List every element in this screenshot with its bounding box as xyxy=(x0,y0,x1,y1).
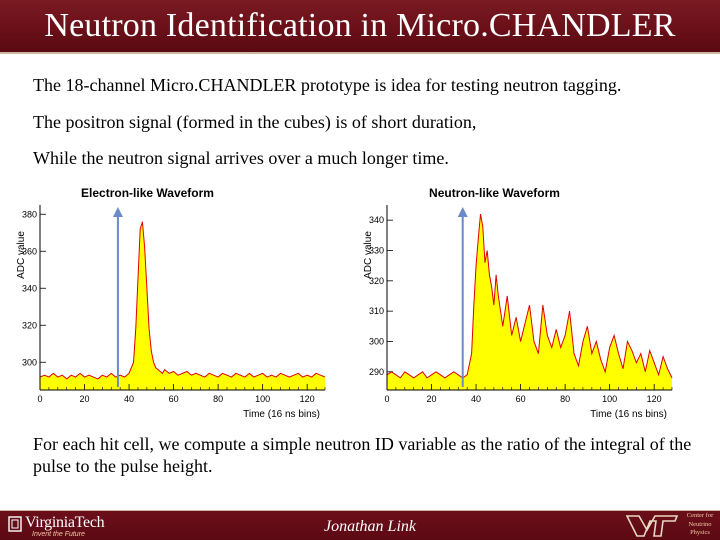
neutron-waveform-chart: Neutron-like Waveform ADC value Time (16 n… xyxy=(362,183,682,420)
y-tick-label: 360 xyxy=(22,246,37,256)
y-tick-label: 340 xyxy=(369,215,384,225)
y-tick-label: 320 xyxy=(22,320,37,330)
waveform-line xyxy=(39,221,326,380)
vt-shield-icon xyxy=(8,516,22,532)
y-tick-label: 290 xyxy=(369,367,384,377)
title-bar: Neutron Identification in Micro.CHANDLER xyxy=(0,0,720,54)
bottom-paragraph: For each hit cell, we compute a simple n… xyxy=(33,434,692,476)
presenter-name: Jonathan Link xyxy=(324,518,416,535)
x-tick-label: 100 xyxy=(255,394,270,404)
waveform-line xyxy=(386,214,673,379)
electron-waveform-plot: Electron-like Waveform ADC value Time (16 … xyxy=(16,186,326,420)
slide-title: Neutron Identification in Micro.CHANDLER xyxy=(44,7,676,44)
x-tick-label: 40 xyxy=(124,394,134,404)
vt-monogram-logo xyxy=(625,515,679,537)
center-line-1: Center for xyxy=(686,512,714,519)
x-tick-label: 20 xyxy=(80,394,90,404)
paragraph-1: The 18-channel Micro.CHANDLER prototype … xyxy=(33,75,622,95)
center-line-2: Neutrino xyxy=(688,520,712,528)
electron-waveform-chart: Electron-like Waveform ADC value Time (16 … xyxy=(15,183,335,420)
neutron-waveform-plot: Neutron-like Waveform ADC value Time (16 n… xyxy=(363,186,673,420)
university-name: VirginiaTech xyxy=(25,514,105,531)
y-axis-label: ADC value xyxy=(363,231,374,279)
x-tick-label: 120 xyxy=(647,394,662,404)
virginia-tech-logo: VirginiaTech Invent the Future xyxy=(8,514,123,540)
x-axis-label: Time (16 ns bins) xyxy=(590,409,667,420)
x-tick-label: 0 xyxy=(384,394,389,404)
x-tick-label: 0 xyxy=(37,394,42,404)
x-tick-label: 120 xyxy=(300,394,315,404)
x-tick-label: 80 xyxy=(560,394,570,404)
waveform-fill xyxy=(387,214,672,390)
center-line-3: Physics xyxy=(690,529,710,536)
y-tick-label: 340 xyxy=(22,283,37,293)
center-neutrino-physics-label: Center for Neutrino Physics xyxy=(680,512,720,538)
chart-title: Neutron-like Waveform xyxy=(429,186,560,200)
x-tick-label: 80 xyxy=(213,394,223,404)
footer-bar: VirginiaTech Invent the Future Jonathan … xyxy=(0,510,720,540)
y-axis-label: ADC value xyxy=(16,231,27,279)
y-tick-label: 300 xyxy=(22,357,37,367)
waveform-fill xyxy=(40,221,325,390)
arrow-head xyxy=(112,207,123,217)
x-axis-label: Time (16 ns bins) xyxy=(243,409,320,420)
university-tagline: Invent the Future xyxy=(32,531,85,538)
y-tick-label: 300 xyxy=(369,336,384,346)
x-tick-label: 60 xyxy=(169,394,179,404)
y-tick-label: 380 xyxy=(22,209,37,219)
x-tick-label: 60 xyxy=(516,394,526,404)
y-tick-label: 330 xyxy=(369,245,384,255)
paragraph-3: While the neutron signal arrives over a … xyxy=(33,148,449,168)
y-tick-label: 310 xyxy=(369,306,384,316)
chart-title: Electron-like Waveform xyxy=(81,186,214,200)
y-tick-label: 320 xyxy=(369,276,384,286)
paragraph-2: The positron signal (formed in the cubes… xyxy=(33,112,477,132)
arrow-head xyxy=(457,207,468,217)
x-tick-label: 20 xyxy=(427,394,437,404)
x-tick-label: 40 xyxy=(471,394,481,404)
x-tick-label: 100 xyxy=(602,394,617,404)
